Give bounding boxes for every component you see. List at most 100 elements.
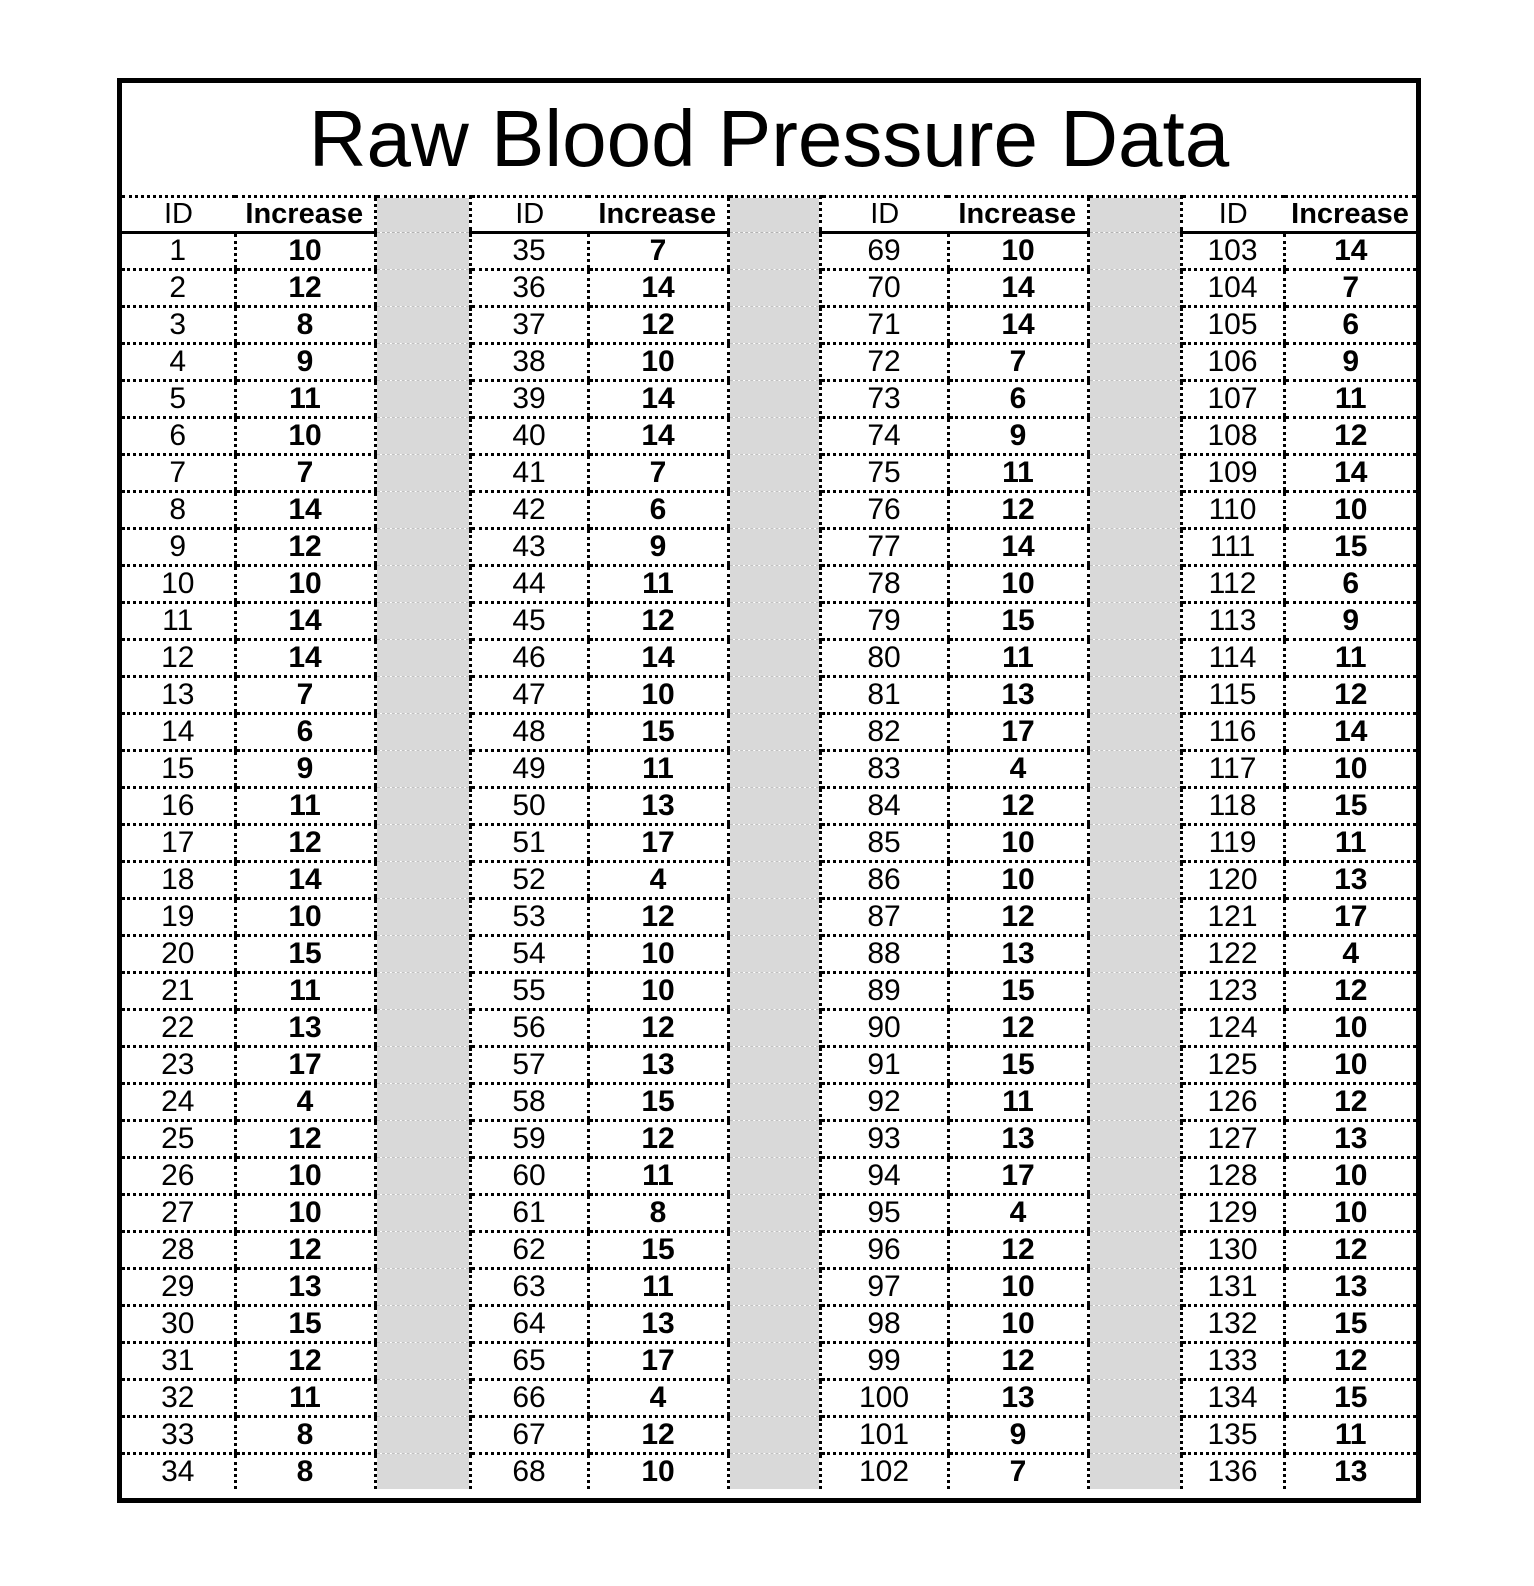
spacer-cell — [373, 935, 472, 973]
spacer-cell — [1086, 713, 1183, 751]
spacer-cell — [373, 713, 472, 751]
id-cell: 44 — [470, 565, 588, 604]
increase-cell: 7 — [946, 343, 1088, 382]
increase-cell: 6 — [586, 491, 728, 530]
id-cell: 14 — [122, 713, 235, 752]
id-cell: 2 — [122, 269, 235, 308]
id-cell: 101 — [820, 1416, 948, 1455]
id-cell: 85 — [820, 824, 948, 863]
spacer-header — [1086, 195, 1183, 233]
increase-cell: 17 — [586, 1342, 728, 1381]
spacer-cell — [726, 565, 822, 603]
spacer-cell — [726, 639, 822, 677]
spacer-cell — [726, 417, 822, 455]
spacer-cell — [726, 454, 822, 492]
increase-cell: 10 — [233, 898, 375, 937]
increase-cell: 15 — [1282, 787, 1416, 826]
increase-cell: 14 — [233, 491, 375, 530]
bp-table-body: 1 10 35 7 69 10 103 14 2 12 36 14 70 14 104 7 3 8 37 12 71 14… — [122, 232, 1416, 1489]
increase-cell: 12 — [233, 1342, 375, 1381]
id-cell: 128 — [1181, 1157, 1284, 1196]
id-cell: 68 — [512, 1455, 546, 1488]
id-cell: 98 — [820, 1305, 948, 1344]
id-cell: 120 — [1181, 861, 1284, 900]
increase-header: Increase — [1284, 195, 1416, 234]
increase-cell: 14 — [233, 602, 375, 641]
increase-cell: 14 — [233, 639, 375, 678]
spacer-cell — [373, 861, 472, 899]
table-row: 14 6 48 15 82 17 116 14 — [122, 713, 1416, 752]
id-cell: 90 — [820, 1009, 948, 1048]
id-cell: 30 — [122, 1305, 235, 1344]
increase-cell: 12 — [233, 824, 375, 863]
spacer-cell — [373, 565, 472, 603]
spacer-cell — [726, 269, 822, 307]
id-cell: 79 — [820, 602, 948, 641]
id-cell: 107 — [1181, 380, 1284, 419]
increase-cell: 11 — [946, 1083, 1088, 1122]
increase-cell: 17 — [233, 1046, 375, 1085]
spacer-cell — [726, 1046, 822, 1084]
id-cell: 52 — [470, 861, 588, 900]
id-cell: 49 — [470, 750, 588, 789]
id-cell: 37 — [470, 306, 588, 345]
id-header: ID — [470, 195, 588, 234]
id-cell: 83 — [820, 750, 948, 789]
id-cell: 18 — [122, 861, 235, 900]
table-row: 20 15 54 10 88 13 122 4 — [122, 935, 1416, 974]
id-cell: 135 — [1181, 1416, 1284, 1455]
table-row: 27 10 61 8 95 4 129 10 — [122, 1194, 1416, 1233]
id-cell: 74 — [820, 417, 948, 456]
table-row: 21 11 55 10 89 15 123 12 — [122, 972, 1416, 1011]
spacer-cell — [1086, 1416, 1183, 1454]
spacer-cell — [373, 380, 472, 418]
id-cell: 108 — [1181, 417, 1284, 456]
id-cell: 89 — [820, 972, 948, 1011]
spacer-cell — [726, 1194, 822, 1232]
increase-cell: 8 — [233, 1416, 375, 1455]
id-cell: 117 — [1181, 750, 1284, 789]
spacer-cell — [726, 676, 822, 714]
spacer-cell — [1086, 1231, 1183, 1269]
id-cell: 81 — [820, 676, 948, 715]
increase-cell: 17 — [946, 713, 1088, 752]
id-cell: 111 — [1181, 528, 1284, 567]
increase-cell: 17 — [1282, 898, 1416, 937]
increase-cell: 12 — [586, 1120, 728, 1159]
increase-cell: 13 — [946, 935, 1088, 974]
spacer-header — [726, 195, 822, 233]
increase-cell: 14 — [946, 306, 1088, 345]
increase-cell: 11 — [586, 565, 728, 604]
increase-cell: 12 — [233, 1231, 375, 1270]
increase-cell: 10 — [586, 935, 728, 974]
increase-cell: 9 — [946, 417, 1088, 456]
spacer-cell — [373, 1120, 472, 1158]
id-cell: 32 — [122, 1379, 235, 1418]
table-row: 8 14 42 6 76 12 110 10 — [122, 491, 1416, 530]
increase-cell: 12 — [586, 1009, 728, 1048]
increase-cell: 10 — [1282, 1046, 1416, 1085]
increase-cell: 10 — [946, 1268, 1088, 1307]
id-cell: 70 — [820, 269, 948, 308]
id-cell: 82 — [820, 713, 948, 752]
id-cell: 94 — [820, 1157, 948, 1196]
increase-cell: 9 — [233, 750, 375, 789]
id-cell: 136 — [1207, 1455, 1258, 1488]
spacer-cell — [1086, 861, 1183, 899]
increase-cell: 14 — [946, 269, 1088, 308]
spacer-cell — [726, 787, 822, 825]
spacer-cell — [726, 824, 822, 862]
spacer-cell — [726, 861, 822, 899]
spacer-cell — [726, 1416, 822, 1454]
increase-cell: 11 — [1282, 639, 1416, 678]
increase-cell: 15 — [233, 935, 375, 974]
id-cell: 66 — [470, 1379, 588, 1418]
increase-cell: 15 — [1282, 528, 1416, 567]
id-cell: 36 — [470, 269, 588, 308]
spacer-cell — [1086, 898, 1183, 936]
spacer-cell — [373, 1453, 472, 1489]
table-row: 33 8 67 12 101 9 135 11 — [122, 1416, 1416, 1455]
id-cell: 3 — [122, 306, 235, 345]
id-cell: 115 — [1181, 676, 1284, 715]
id-cell: 110 — [1181, 491, 1284, 530]
